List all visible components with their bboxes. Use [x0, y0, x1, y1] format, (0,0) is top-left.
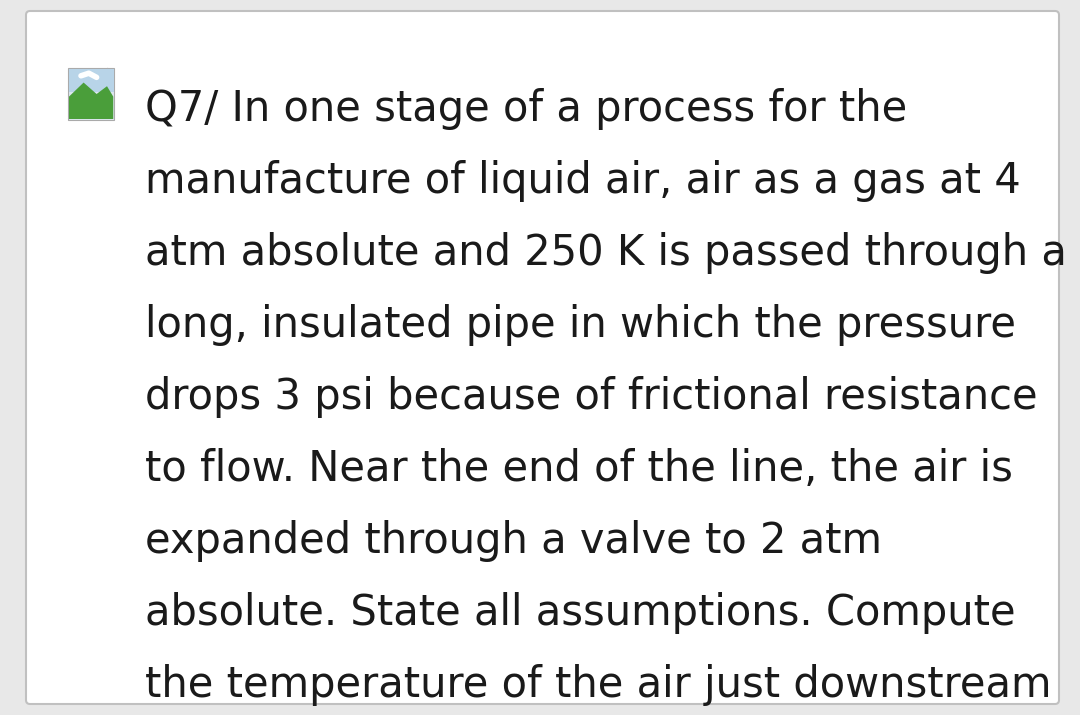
FancyBboxPatch shape	[69, 69, 113, 92]
Text: to flow. Near the end of the line, the air is: to flow. Near the end of the line, the a…	[145, 448, 1013, 490]
FancyBboxPatch shape	[26, 11, 1059, 704]
Polygon shape	[69, 82, 113, 119]
Text: Q7/ In one stage of a process for the: Q7/ In one stage of a process for the	[145, 88, 907, 130]
Text: drops 3 psi because of frictional resistance: drops 3 psi because of frictional resist…	[145, 376, 1038, 418]
Text: manufacture of liquid air, air as a gas at 4: manufacture of liquid air, air as a gas …	[145, 160, 1021, 202]
Polygon shape	[108, 68, 113, 74]
Text: long, insulated pipe in which the pressure: long, insulated pipe in which the pressu…	[145, 304, 1016, 346]
FancyBboxPatch shape	[68, 68, 113, 120]
Text: absolute. State all assumptions. Compute: absolute. State all assumptions. Compute	[145, 592, 1015, 634]
Text: atm absolute and 250 K is passed through a: atm absolute and 250 K is passed through…	[145, 232, 1067, 274]
Text: the temperature of the air just downstream: the temperature of the air just downstre…	[145, 664, 1052, 706]
Text: expanded through a valve to 2 atm: expanded through a valve to 2 atm	[145, 520, 882, 562]
